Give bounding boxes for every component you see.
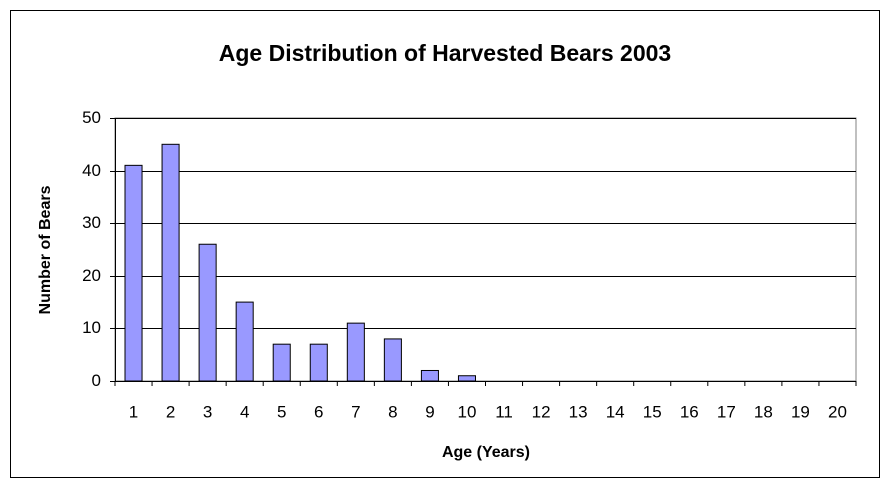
x-tick-label: 6: [314, 402, 323, 421]
bar: [457, 375, 476, 382]
x-tick-label: 18: [754, 402, 773, 421]
x-axis-title: Age (Years): [442, 444, 530, 461]
plot-area: [114, 117, 857, 382]
bar: [383, 338, 402, 382]
bar: [161, 143, 180, 382]
y-tick-label: 30: [82, 213, 101, 232]
x-tick-label: 13: [569, 402, 588, 421]
y-tick-label: 40: [82, 161, 101, 180]
y-tick-label: 20: [82, 266, 101, 285]
chart-title: Age Distribution of Harvested Bears 2003: [219, 40, 671, 66]
x-tick-label: 8: [388, 402, 397, 421]
bar: [309, 343, 328, 382]
x-tick-label: 14: [606, 402, 625, 421]
x-tick-label: 2: [166, 402, 175, 421]
x-tick-label: 15: [643, 402, 662, 421]
y-tick-label: 50: [82, 108, 101, 127]
bar: [420, 369, 439, 382]
bar: [198, 243, 217, 382]
x-tick-label: 9: [425, 402, 434, 421]
x-tick-label: 1: [129, 402, 138, 421]
bar: [346, 322, 365, 382]
bar: [272, 343, 291, 382]
x-tick-label: 11: [495, 402, 513, 421]
y-axis-title: Number of Bears: [37, 185, 54, 314]
y-tick-label: 10: [82, 318, 101, 337]
y-tick-label: 0: [92, 371, 101, 390]
x-tick-label: 12: [532, 402, 551, 421]
x-tick-label: 5: [277, 402, 286, 421]
x-tick-label: 10: [458, 402, 477, 421]
x-tick-label: 16: [680, 402, 699, 421]
x-tick-label: 7: [351, 402, 360, 421]
bar: [235, 301, 254, 382]
x-tick-label: 20: [828, 402, 847, 421]
x-tick-label: 4: [240, 402, 249, 421]
x-tick-label: 17: [717, 402, 736, 421]
x-tick-label: 3: [203, 402, 212, 421]
x-tick-label: 19: [791, 402, 810, 421]
bar: [124, 164, 143, 382]
